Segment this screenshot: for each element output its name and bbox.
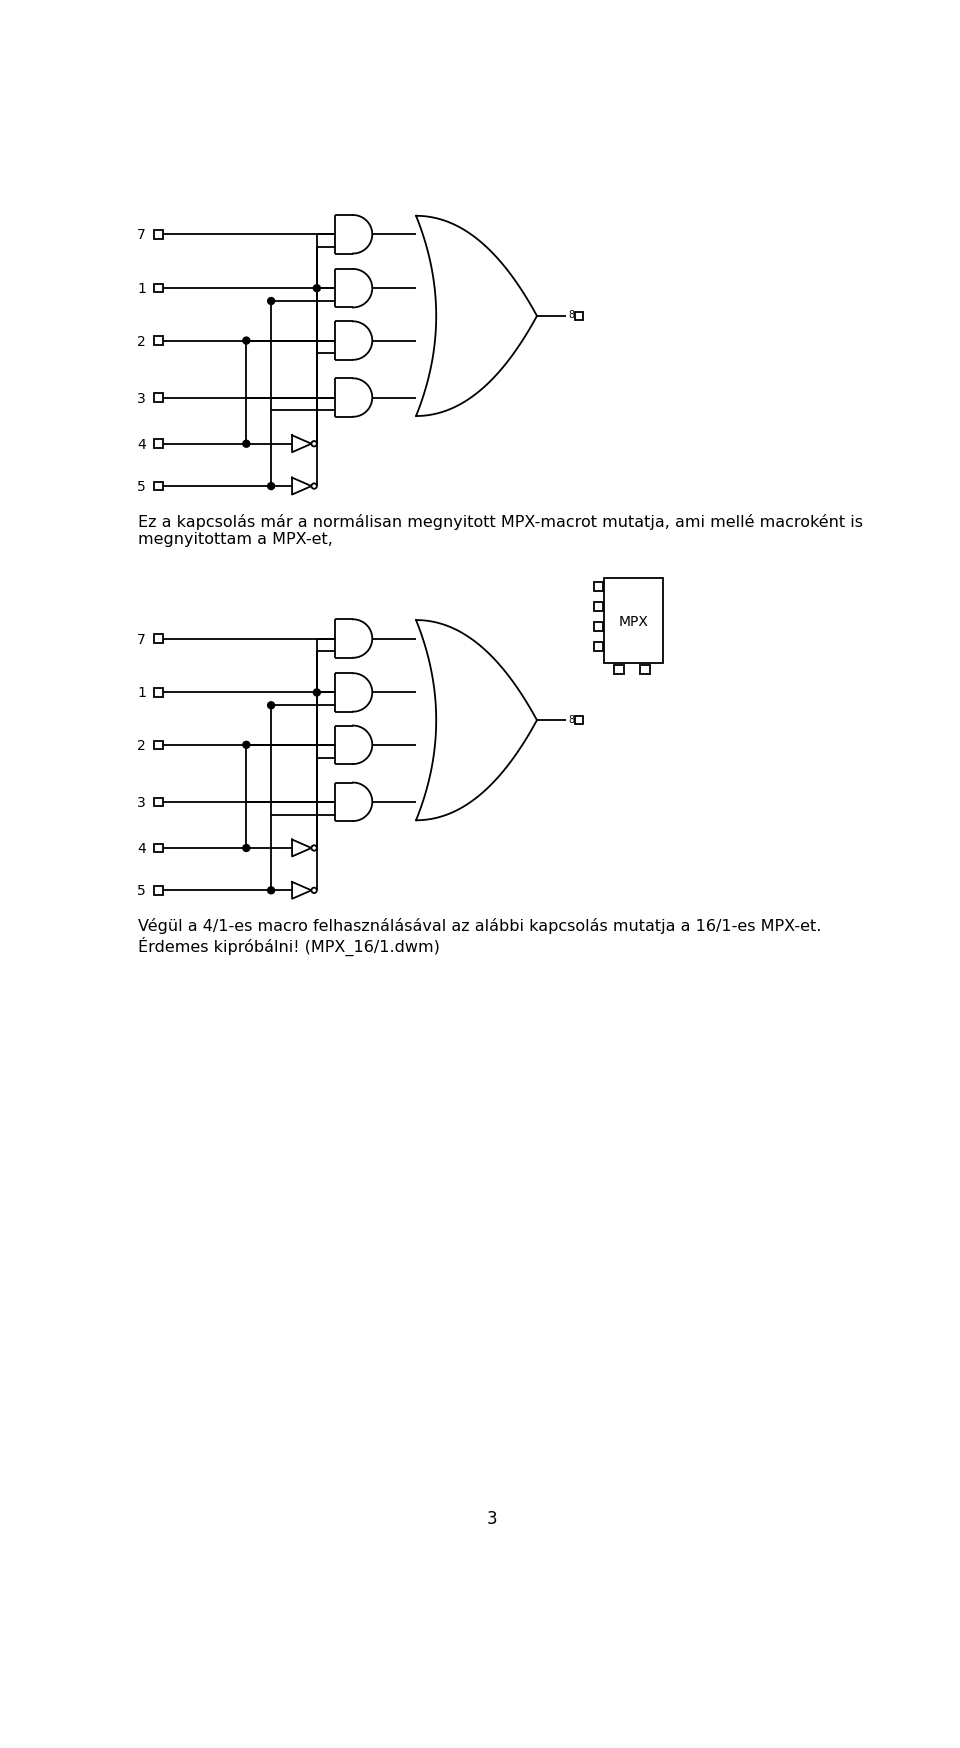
Text: 4: 4: [137, 437, 146, 451]
Bar: [640, 666, 650, 675]
Circle shape: [311, 484, 317, 489]
Circle shape: [311, 888, 317, 893]
Text: MPX: MPX: [618, 615, 648, 629]
Circle shape: [313, 689, 321, 696]
Bar: [575, 313, 584, 322]
Text: 4: 4: [137, 841, 146, 855]
Bar: [155, 440, 162, 449]
Text: 7: 7: [137, 633, 146, 647]
Text: 2: 2: [137, 738, 146, 752]
Circle shape: [311, 846, 317, 851]
Text: 3: 3: [137, 392, 146, 406]
Text: 5: 5: [137, 479, 146, 493]
Bar: [155, 337, 162, 346]
Circle shape: [243, 440, 250, 447]
Bar: [575, 717, 584, 725]
Bar: [155, 741, 162, 750]
Circle shape: [243, 741, 250, 748]
Text: 8: 8: [568, 309, 574, 320]
Text: Ez a kapcsolás már a normálisan megnyitott MPX-macrot mutatja, ami mellé macroké: Ez a kapcsolás már a normálisan megnyito…: [138, 514, 863, 547]
Circle shape: [243, 337, 250, 344]
Text: 3: 3: [487, 1509, 497, 1528]
Bar: [614, 666, 624, 675]
Bar: [155, 393, 162, 402]
Circle shape: [268, 888, 275, 895]
Text: 3: 3: [137, 795, 146, 809]
Circle shape: [268, 299, 275, 306]
Bar: [593, 603, 603, 612]
Bar: [155, 635, 162, 643]
Circle shape: [313, 285, 321, 292]
Bar: [155, 886, 162, 895]
Circle shape: [243, 844, 250, 851]
Bar: [155, 285, 162, 294]
Bar: [593, 582, 603, 591]
Text: 1: 1: [137, 685, 146, 699]
Circle shape: [268, 703, 275, 710]
Text: 1: 1: [137, 281, 146, 295]
Bar: [605, 579, 662, 664]
Bar: [155, 844, 162, 853]
Circle shape: [268, 484, 275, 489]
Bar: [593, 622, 603, 631]
Bar: [155, 689, 162, 697]
Bar: [155, 799, 162, 806]
Circle shape: [311, 442, 317, 447]
Bar: [155, 482, 162, 491]
Bar: [155, 231, 162, 239]
Bar: [593, 642, 603, 652]
Text: 7: 7: [137, 229, 146, 243]
Text: 5: 5: [137, 884, 146, 898]
Text: 8: 8: [568, 715, 574, 724]
Text: Végül a 4/1-es macro felhasználásával az alábbi kapcsolás mutatja a 16/1-es MPX-: Végül a 4/1-es macro felhasználásával az…: [138, 918, 821, 956]
Text: 2: 2: [137, 334, 146, 348]
